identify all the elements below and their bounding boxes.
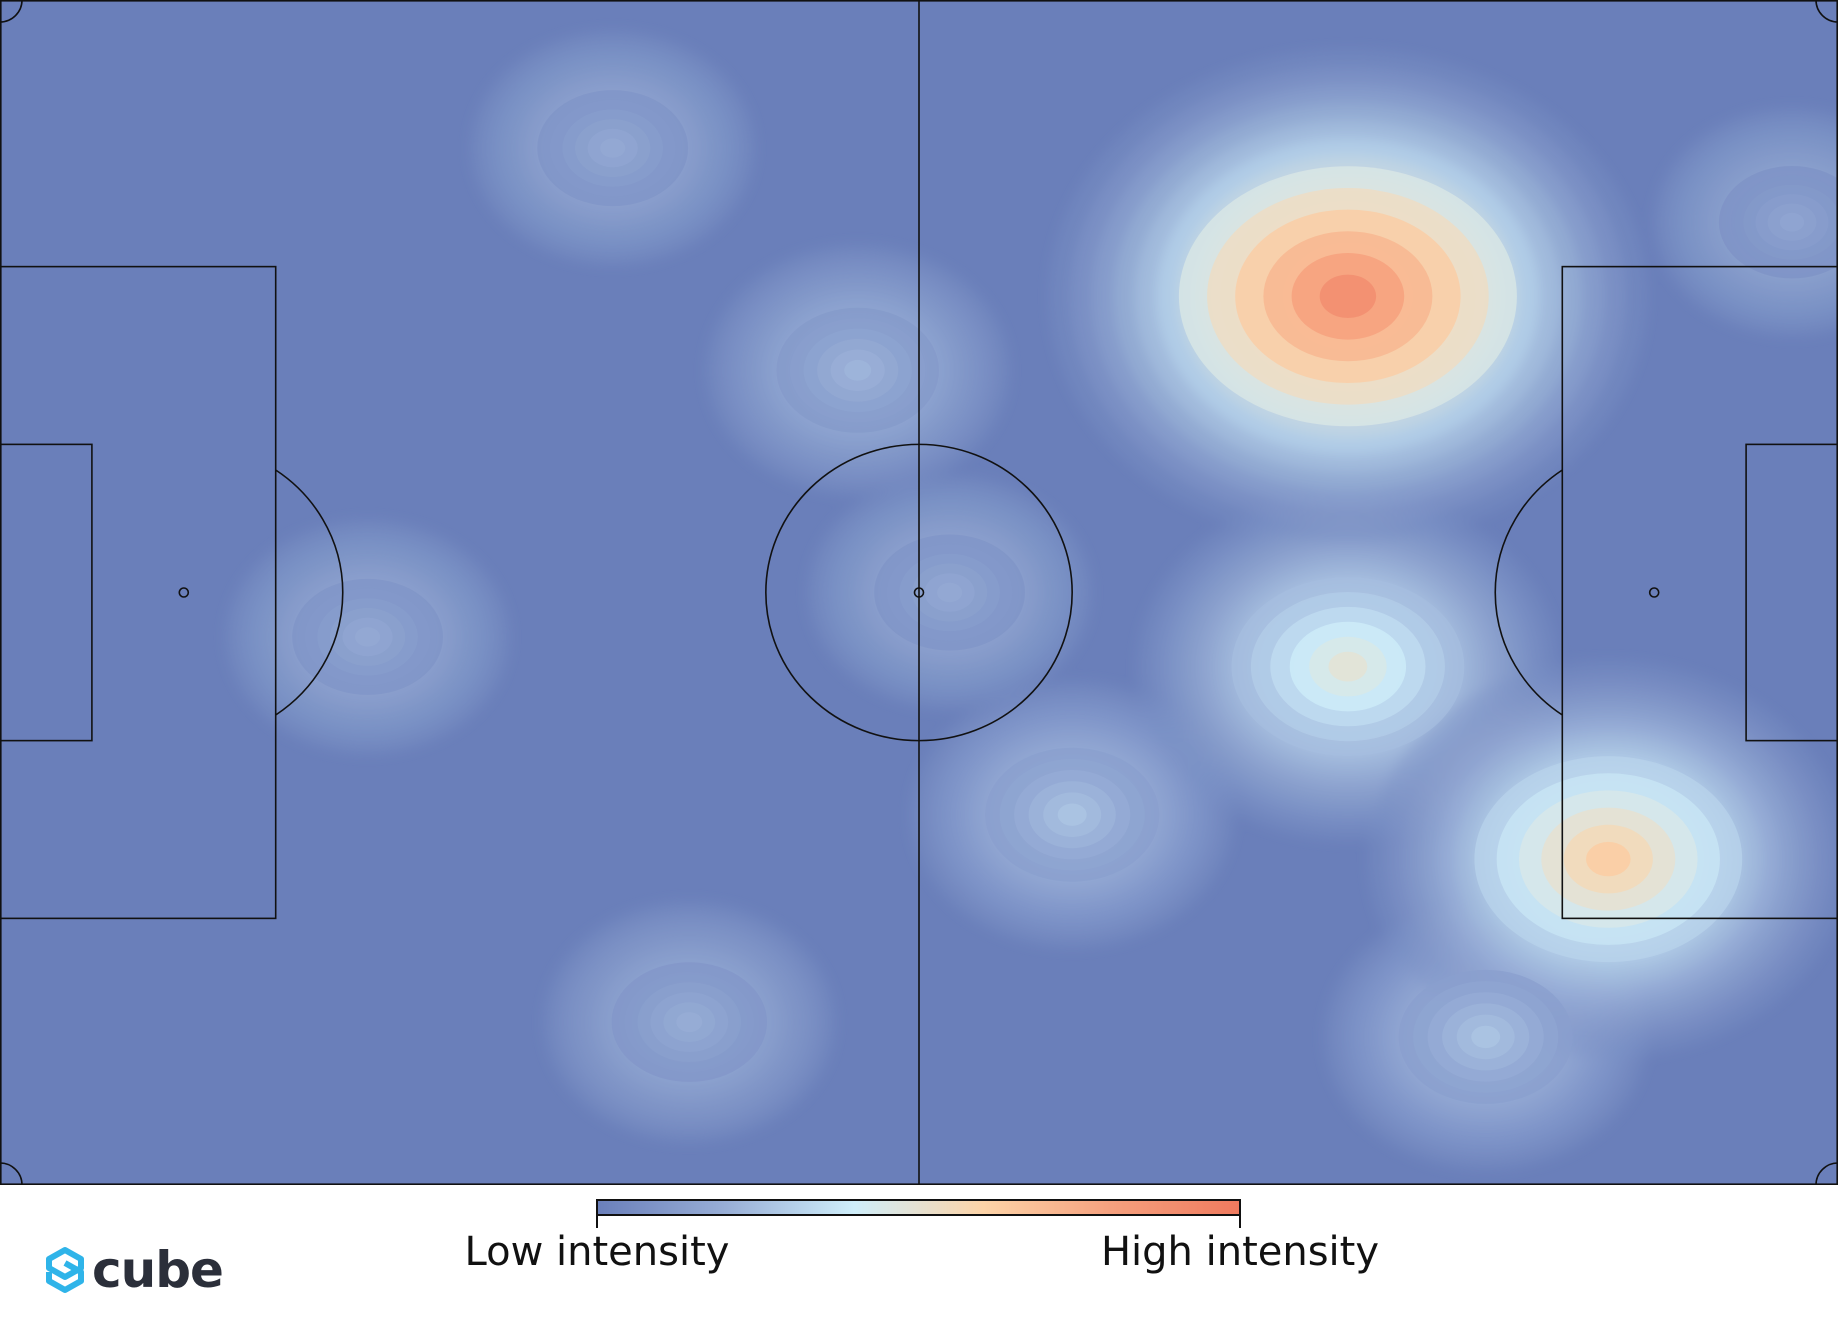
logo-wordmark: cube (92, 1241, 224, 1299)
heat-core (1319, 274, 1377, 318)
center-circle (765, 443, 1073, 742)
left-penalty-arc (275, 469, 344, 716)
right-penalty-spot (1648, 587, 1660, 598)
center-spot (913, 587, 925, 598)
heat-core (1779, 212, 1805, 232)
corner-arc-bottom-left (0, 1162, 23, 1186)
heat-core (1057, 803, 1087, 826)
colorbar (596, 1199, 1241, 1228)
heat-core (1586, 841, 1631, 877)
heat-core (600, 138, 626, 158)
left-penalty-spot (178, 587, 190, 598)
pitch-markings (0, 0, 1838, 1186)
heat-core (355, 627, 381, 647)
heat-core (676, 1012, 703, 1033)
cube-logo-icon (46, 1247, 84, 1293)
right-penalty-arc (1494, 469, 1563, 716)
colorbar-gradient (596, 1199, 1241, 1216)
corner-arc-top-right (1815, 0, 1838, 23)
colorbar-low-label: Low intensity (464, 1229, 730, 1275)
heat-core (937, 582, 963, 603)
corner-arc-bottom-right (1815, 1162, 1838, 1186)
right-penalty-area (1561, 265, 1838, 920)
colorbar-high-label: High intensity (1100, 1229, 1380, 1275)
heat-core (1328, 651, 1368, 682)
left-penalty-area (0, 265, 277, 920)
corner-arc-top-left (0, 0, 23, 23)
left-six-yard-box (0, 443, 93, 742)
brand-logo: cube (44, 1240, 224, 1300)
heat-layer (225, 30, 1838, 1171)
heat-core (844, 359, 872, 381)
heat-core (1471, 1025, 1501, 1049)
